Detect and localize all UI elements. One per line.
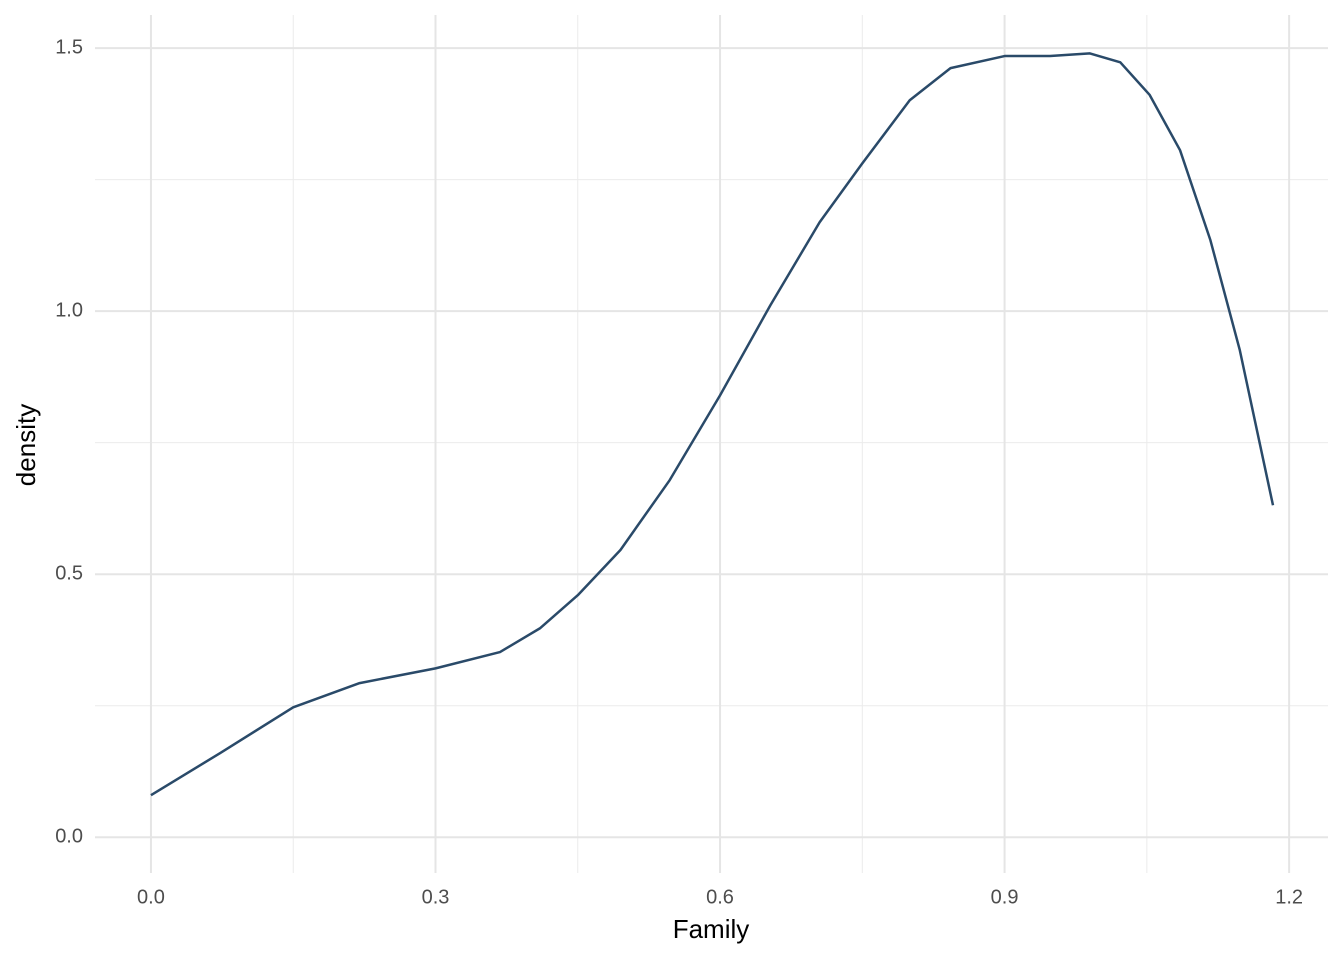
y-tick-label: 0.0 — [55, 826, 83, 848]
y-tick-label: 1.5 — [55, 36, 83, 58]
x-tick-label: 0.0 — [137, 886, 165, 908]
x-tick-label: 0.3 — [422, 886, 450, 908]
x-tick-label: 1.2 — [1275, 886, 1303, 908]
x-tick-label: 0.6 — [706, 886, 734, 908]
y-axis-title: density — [11, 404, 41, 486]
x-axis-title: Family — [673, 914, 750, 944]
y-tick-label: 0.5 — [55, 562, 83, 584]
density-line — [150, 52, 1275, 797]
x-tick-label: 0.9 — [991, 886, 1019, 908]
y-tick-label: 1.0 — [55, 299, 83, 321]
